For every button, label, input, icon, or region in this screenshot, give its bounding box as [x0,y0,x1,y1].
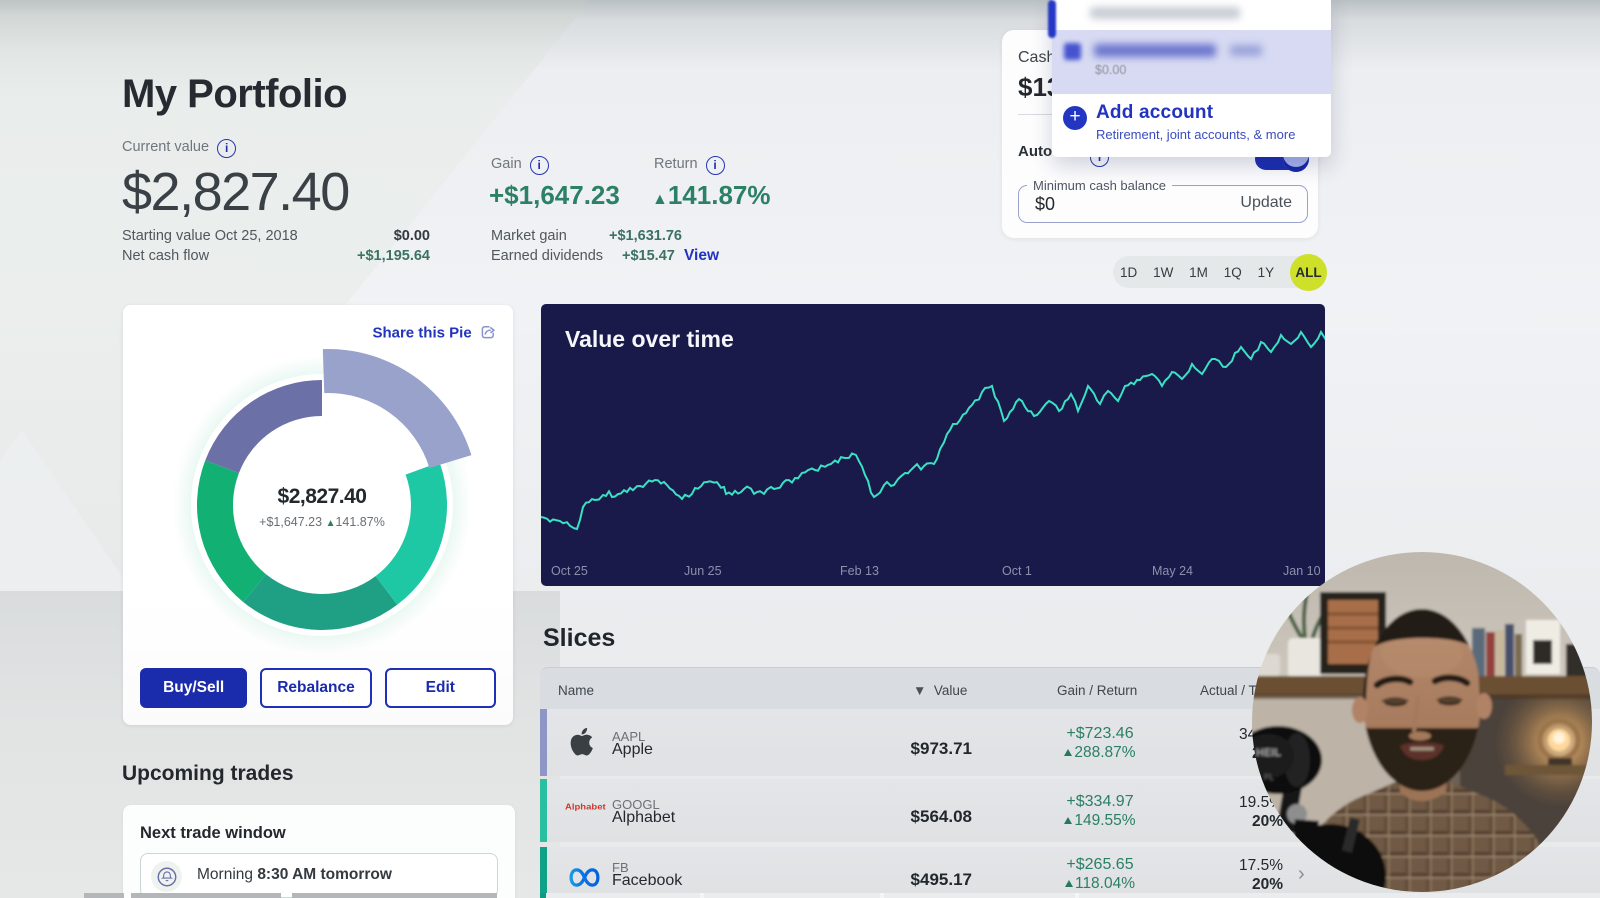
svg-text:PL: PL [1264,773,1274,782]
svg-text:HEIL: HEIL [1256,747,1281,759]
